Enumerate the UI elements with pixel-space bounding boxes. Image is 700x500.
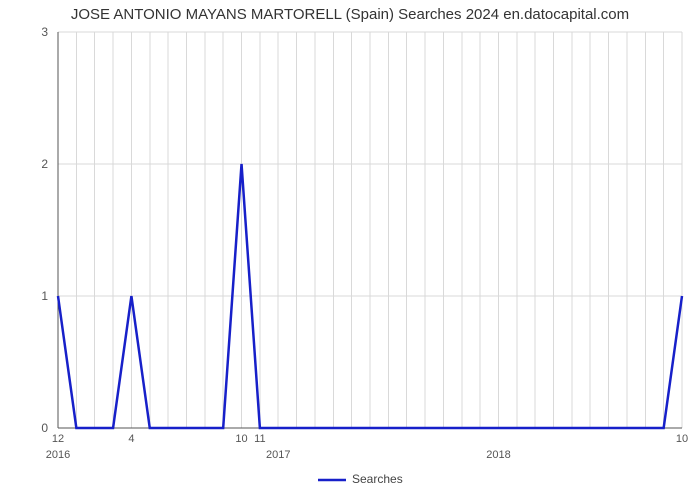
svg-text:12: 12 [52, 433, 64, 445]
legend-label: Searches [352, 472, 403, 486]
svg-text:3: 3 [41, 25, 48, 39]
svg-text:10: 10 [235, 433, 247, 445]
svg-text:1: 1 [41, 289, 48, 303]
svg-text:11: 11 [254, 433, 265, 445]
svg-text:10: 10 [676, 433, 688, 445]
svg-text:2: 2 [41, 157, 48, 171]
svg-text:2018: 2018 [486, 449, 510, 461]
searches-line-chart: JOSE ANTONIO MAYANS MARTORELL (Spain) Se… [0, 0, 700, 500]
svg-text:2016: 2016 [46, 449, 70, 461]
svg-text:4: 4 [128, 433, 134, 445]
svg-text:2017: 2017 [266, 449, 290, 461]
chart-svg: 0123124101110201620172018Searches [0, 0, 700, 500]
chart-title: JOSE ANTONIO MAYANS MARTORELL (Spain) Se… [0, 6, 700, 23]
svg-text:0: 0 [41, 421, 48, 435]
